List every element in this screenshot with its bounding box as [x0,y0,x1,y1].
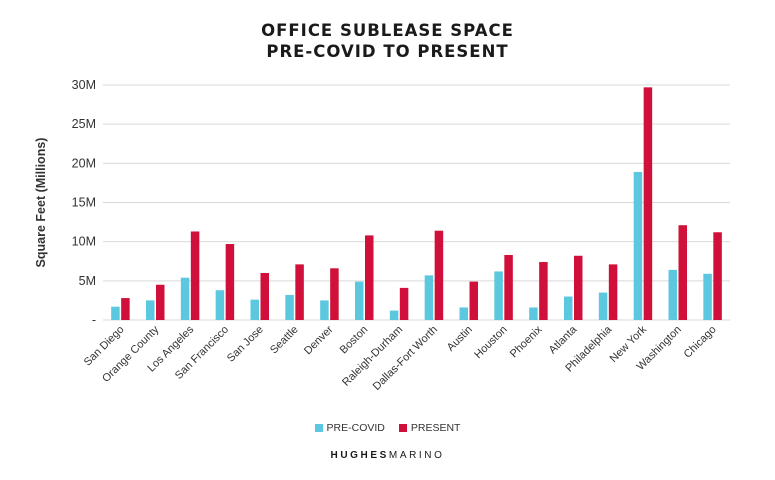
y-tick-label: 30M [72,78,96,92]
bar-pre-covid [564,296,573,320]
y-tick-label: 20M [72,156,96,170]
bar-present [434,230,444,320]
bar-pre-covid [285,294,294,320]
x-tick-label: Houston [472,324,509,361]
bar-pre-covid [668,269,677,320]
bar-pre-covid [250,299,259,320]
x-tick-label: Boston [338,324,371,357]
legend-label-present: PRESENT [410,422,461,434]
bar-present [539,262,548,320]
y-tick-label: 25M [72,117,96,131]
chart-title-line-1: OFFICE SUBLEASE SPACE [261,21,514,40]
bar-present [713,232,722,320]
y-tick-label: 5M [79,274,96,288]
x-tick-label: Atlanta [547,323,580,356]
legend-label-pre-covid: PRE-COVID [326,422,385,434]
brand-logo-part1: HUGHES [330,450,389,461]
bar-pre-covid [389,310,399,320]
bar-present [365,235,374,320]
bar-present [504,254,513,320]
bar-present [469,281,478,320]
bar-pre-covid [633,171,643,320]
bar-present [574,255,583,320]
bar-present [399,287,409,320]
bar-pre-covid [146,300,155,320]
bar-present [608,264,618,320]
x-tick-label: Seattle [268,324,301,357]
bar-pre-covid [111,306,120,320]
bar-pre-covid [424,275,434,320]
brand-logo: HUGHESMARINO [0,450,775,461]
bar-present [190,231,200,320]
x-tick-label: Dallas-Fort Worth [371,324,440,393]
bar-pre-covid [703,273,712,320]
bar-present [156,284,165,320]
y-tick-label: 10M [72,235,96,249]
bar-pre-covid [320,300,329,320]
bar-present [121,298,130,320]
x-tick-label: Austin [445,324,475,354]
x-tick-label: Chicago [682,324,719,361]
legend-item-pre-covid: PRE-COVID [314,422,385,434]
x-tick-label: San Jose [225,324,266,365]
bar-present [225,244,235,320]
x-tick-label: Denver [302,323,336,357]
bar-pre-covid [459,307,468,320]
x-tick-label: Raleigh-Durham [340,324,405,389]
y-axis-label: Square Feet (Millions) [34,138,48,268]
bar-present [295,264,304,320]
y-tick-label: - [92,313,96,327]
bar-present [678,225,687,320]
bar-pre-covid [180,277,190,320]
bar-pre-covid [529,307,538,320]
x-tick-label: Phoenix [508,323,545,360]
legend-swatch-pre-covid [314,424,323,432]
bar-pre-covid [355,281,364,320]
y-tick-label: 15M [72,196,96,210]
bar-present [260,273,269,320]
legend-swatch-present [398,424,407,432]
chart-title-line-2: PRE-COVID TO PRESENT [266,42,509,61]
bar-present [330,268,339,320]
bar-pre-covid [494,271,503,320]
bar-present [643,87,653,320]
legend-item-present: PRESENT [398,422,461,434]
bar-pre-covid [215,290,225,320]
brand-logo-part2: MARINO [388,450,445,461]
chart-legend: PRE-COVID PRESENT [0,422,775,434]
bar-pre-covid [598,292,608,320]
